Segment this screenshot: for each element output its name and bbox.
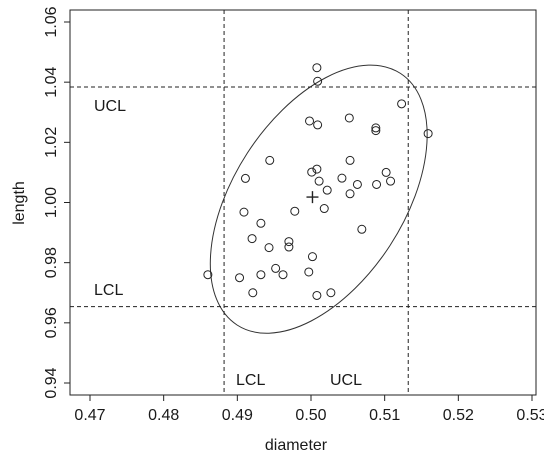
confidence-ellipse-layer — [209, 64, 428, 334]
center-marker-layer — [306, 191, 319, 204]
data-point — [290, 206, 300, 216]
plot-frame — [69, 9, 537, 396]
data-point — [397, 99, 407, 109]
data-point — [381, 167, 391, 177]
data-point — [256, 218, 266, 228]
data-point — [307, 167, 317, 177]
x-axis-label: diameter — [265, 437, 328, 454]
center-plus-marker — [306, 191, 319, 204]
data-point — [352, 179, 362, 189]
data-point — [314, 176, 324, 186]
data-points — [203, 63, 433, 300]
y-axis: 0.94 0.96 0.98 1.00 1.02 1.04 1.06 — [43, 6, 70, 399]
x-axis: 0.47 0.48 0.49 0.50 0.51 0.52 0.53 — [74, 395, 544, 424]
y-tick-label: 1.04 — [43, 66, 60, 97]
y-tick-label: 1.00 — [43, 187, 60, 218]
y-axis-label: length — [11, 181, 28, 225]
data-point — [264, 243, 274, 253]
y-tick-label: 0.96 — [43, 307, 60, 338]
data-point — [307, 252, 317, 262]
data-point — [284, 242, 294, 252]
x-tick-label: 0.49 — [222, 407, 253, 424]
data-point — [247, 234, 257, 244]
lcl-label-diameter: LCL — [236, 372, 265, 389]
data-point — [322, 185, 332, 195]
data-point — [305, 116, 315, 126]
data-point — [256, 270, 266, 280]
data-point — [203, 270, 213, 280]
lcl-label-length: LCL — [94, 282, 123, 299]
data-point — [372, 179, 382, 189]
data-point — [284, 237, 294, 247]
data-point — [344, 113, 354, 123]
data-point — [345, 155, 355, 165]
data-point — [278, 270, 288, 280]
data-point — [371, 123, 381, 133]
data-point — [304, 267, 314, 277]
data-point — [240, 173, 250, 183]
data-point — [345, 189, 355, 199]
x-tick-label: 0.53 — [516, 407, 544, 424]
data-point — [313, 76, 323, 86]
data-point — [326, 288, 336, 298]
x-tick-label: 0.48 — [148, 407, 179, 424]
data-point — [239, 207, 249, 217]
y-tick-label: 1.02 — [43, 127, 60, 158]
data-point — [386, 176, 396, 186]
x-tick-label: 0.50 — [295, 407, 326, 424]
x-tick-label: 0.47 — [74, 407, 105, 424]
confidence-ellipse — [209, 64, 428, 334]
y-tick-label: 0.94 — [43, 367, 60, 398]
data-point — [265, 155, 275, 165]
data-point — [271, 263, 281, 273]
y-tick-label: 0.98 — [43, 247, 60, 278]
ucl-label-length: UCL — [94, 98, 126, 115]
x-tick-label: 0.52 — [443, 407, 474, 424]
data-point — [235, 273, 245, 283]
data-point — [337, 173, 347, 183]
data-point — [248, 288, 258, 298]
data-point — [312, 63, 322, 73]
y-tick-label: 1.06 — [43, 6, 60, 37]
data-point — [371, 126, 381, 136]
control-limit-lines — [70, 10, 536, 395]
x-tick-label: 0.51 — [369, 407, 400, 424]
data-point — [423, 129, 433, 139]
data-point — [312, 290, 322, 300]
ucl-label-diameter: UCL — [330, 372, 362, 389]
data-point — [357, 224, 367, 234]
data-point — [313, 120, 323, 130]
data-point — [319, 204, 329, 214]
data-point — [312, 164, 322, 174]
